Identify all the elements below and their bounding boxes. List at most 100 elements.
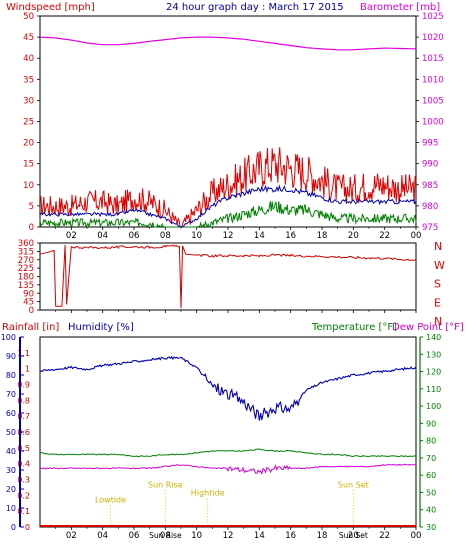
temperature-series <box>39 448 417 458</box>
event-annotation-label: Hightide <box>191 488 225 497</box>
x-tick-label: 04 <box>97 531 108 541</box>
dir-y-tick-label: 0 <box>29 306 34 316</box>
x-tick-label: 02 <box>66 231 77 241</box>
wind-direction-plot-area <box>39 242 417 311</box>
wind-y-tick-label: 10 <box>23 181 34 191</box>
baro-y-tick-label: 975 <box>422 223 438 233</box>
rain-humidity-temp-plot-area <box>39 336 417 528</box>
rain-y-tick-label: 0.7 <box>17 412 30 421</box>
dir-y-tick-label: 225 <box>18 264 34 274</box>
dir-y-tick-label: 180 <box>18 273 34 283</box>
humidity-y-tick-label: 60 <box>6 409 16 418</box>
baro-y-tick-label: 980 <box>422 202 438 212</box>
wind-average-series <box>39 184 417 228</box>
baro-y-tick-label: 1005 <box>422 96 444 106</box>
dir-y-tick-label: 315 <box>18 247 34 257</box>
x-tick-label: 10 <box>191 231 202 241</box>
wind-y-tick-label: 0 <box>29 223 34 233</box>
x-tick-label: 12 <box>223 231 234 241</box>
wind-y-tick-label: 15 <box>23 160 34 170</box>
x-tick-label: 06 <box>129 531 140 541</box>
dir-y-tick-label: 360 <box>18 239 34 249</box>
temperature-y-tick-label: 110 <box>426 385 441 394</box>
temperature-y-tick-label: 30 <box>426 523 436 532</box>
humidity-y-tick-label: 30 <box>6 466 16 475</box>
rainfall-axis-title: Rainfall [in] <box>2 322 59 333</box>
wind-gust-series <box>39 147 417 228</box>
wind-y-tick-label: 30 <box>23 96 34 106</box>
temperature-y-tick-label: 60 <box>426 471 436 480</box>
dewpoint-series <box>40 463 417 476</box>
barometer-series <box>39 36 417 51</box>
wind-low-series <box>39 201 417 229</box>
temperature-y-tick-label: 120 <box>426 368 441 377</box>
x-tick-label: 22 <box>379 531 390 541</box>
barometer-axis-title: Barometer [mb] <box>360 2 440 13</box>
humidity-y-tick-label: 80 <box>6 371 16 380</box>
humidity-y-tick-label: 50 <box>6 428 16 437</box>
temperature-y-tick-label: 90 <box>426 419 436 428</box>
temperature-y-tick-label: 80 <box>426 437 436 446</box>
wind-y-tick-label: 5 <box>29 202 34 212</box>
baro-y-tick-label: 1000 <box>422 118 444 128</box>
event-annotation-label: Sun Set <box>338 480 369 489</box>
wind-direction-series <box>39 244 417 309</box>
humidity-y-tick-label: 70 <box>6 390 16 399</box>
compass-label: E <box>434 296 441 309</box>
rain-y-tick-label: 0 <box>25 523 30 532</box>
temperature-y-tick-label: 70 <box>426 454 436 463</box>
humidity-y-tick-label: 100 <box>1 333 16 342</box>
wind-y-tick-label: 20 <box>23 139 34 149</box>
dir-y-tick-label: 90 <box>23 289 34 299</box>
wind-y-tick-label: 50 <box>23 12 34 22</box>
baro-y-tick-label: 995 <box>422 139 438 149</box>
x-tick-label: 02 <box>66 531 77 541</box>
baro-y-tick-label: 1015 <box>422 54 444 64</box>
rain-y-tick-label: 0.2 <box>17 491 30 500</box>
x-tick-label: 16 <box>285 531 296 541</box>
humidity-y-tick-label: 10 <box>6 504 16 513</box>
sun-bottom-label: Sun Set <box>339 531 368 540</box>
x-tick-label: 06 <box>129 231 140 241</box>
rain-y-tick-label: 0.1 <box>17 507 30 516</box>
x-tick-label: 14 <box>254 231 265 241</box>
x-tick-label: 14 <box>254 531 265 541</box>
x-tick-label: 20 <box>348 231 359 241</box>
chart-title: 24 hour graph day : March 17 2015 <box>166 2 344 13</box>
baro-y-tick-label: 990 <box>422 160 438 170</box>
temperature-y-tick-label: 100 <box>426 402 441 411</box>
baro-y-tick-label: 1025 <box>422 12 444 22</box>
compass-label: N <box>434 315 442 328</box>
x-tick-label: 08 <box>160 231 171 241</box>
humidity-y-tick-label: 0 <box>11 523 16 532</box>
dewpoint-axis-title: Dew Point [°F] <box>392 322 464 333</box>
compass-label: W <box>434 259 445 272</box>
rain-y-tick-label: 0.4 <box>17 460 30 469</box>
rain-y-tick-label: 0.8 <box>17 396 30 405</box>
wind-y-tick-label: 25 <box>23 118 34 128</box>
humidity-y-tick-label: 20 <box>6 485 16 494</box>
windspeed-axis-title: Windspeed [mph] <box>6 2 95 13</box>
x-tick-label: 18 <box>317 231 328 241</box>
temperature-y-tick-label: 50 <box>426 488 436 497</box>
dir-y-tick-label: 45 <box>23 298 34 308</box>
dir-y-tick-label: 270 <box>18 256 34 266</box>
rain-y-tick-label: 0.5 <box>17 444 30 453</box>
temperature-y-tick-label: 40 <box>426 506 436 515</box>
humidity-y-tick-label: 40 <box>6 447 16 456</box>
baro-y-tick-label: 1020 <box>422 33 444 43</box>
temperature-y-tick-label: 140 <box>426 333 441 342</box>
humidity-y-tick-label: 90 <box>6 352 16 361</box>
temperature-y-tick-label: 130 <box>426 350 441 359</box>
rain-y-tick-label: 1 <box>25 365 30 374</box>
x-tick-label: 00 <box>411 531 422 541</box>
x-tick-label: 10 <box>191 531 202 541</box>
wind-y-tick-label: 40 <box>23 54 34 64</box>
x-tick-label: 18 <box>317 531 328 541</box>
compass-label: S <box>434 278 441 291</box>
rain-y-tick-label: 0.9 <box>17 381 30 390</box>
humidity-series <box>39 355 417 421</box>
temperature-axis-title: Temperature [°F] <box>311 322 397 333</box>
